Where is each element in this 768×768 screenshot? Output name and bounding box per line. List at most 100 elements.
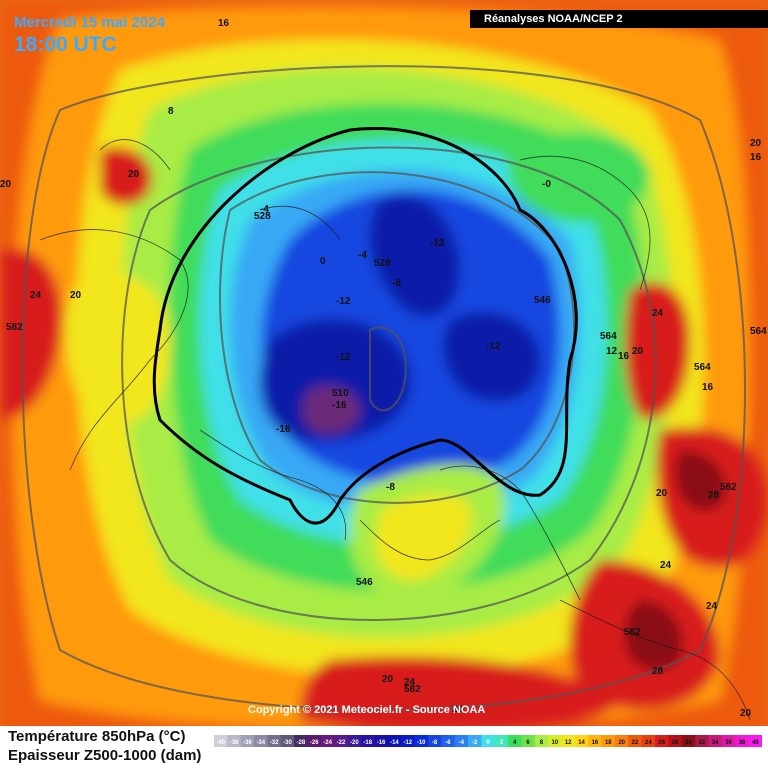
temp-label: 20 [128,169,140,180]
temp-label: 20 [656,488,668,499]
scale-swatch [508,735,522,747]
scale-swatch [748,735,762,747]
scale-tick: -34 [256,740,265,746]
scale-tick: -32 [270,740,279,746]
scale-swatch [668,735,683,747]
scale-swatch [708,735,723,747]
scale-swatch [294,735,309,747]
temp-label: -4 [260,204,269,215]
scale-tick: -18 [363,740,372,746]
scale-swatch [721,735,736,747]
scale-tick: -6 [445,740,451,746]
temp-label: 24 [652,308,664,319]
scale-tick: 8 [540,740,544,746]
scale-swatch [441,735,456,747]
temp-label: -8 [386,482,395,493]
temp-label: 20 [382,674,394,685]
scale-tick: 38 [739,740,746,746]
temp-label: -8 [392,278,401,289]
scale-swatch [548,735,563,747]
scale-tick: 20 [618,740,625,746]
thickness-label: 564 [600,331,617,342]
scale-tick: -16 [377,740,386,746]
temp-label: 20 [70,290,82,301]
scale-tick: -22 [337,740,346,746]
thickness-label: 528 [374,258,391,269]
scale-swatch [681,735,696,747]
thickness-label: 582 [6,322,23,333]
color-scale: -40 -38 -36 -34 -32 -30 -28 -26 -24 -22 -20 -18 -16-… [214,735,762,747]
scale-tick: 32 [699,740,706,746]
temp-label: -12 [336,352,351,363]
scale-swatch [320,735,335,747]
scale-tick: -36 [243,740,252,746]
scale-swatch [588,735,603,747]
thickness-label: 582 [624,627,641,638]
scale-swatch [267,735,282,747]
scale-swatch [641,735,656,747]
scale-tick: -14 [390,740,399,746]
scale-swatch [481,735,496,747]
scale-tick: 26 [658,740,665,746]
thickness-label: 564 [694,362,711,373]
temp-label: 20 [0,179,12,190]
scale-tick: 2 [500,740,504,746]
scale-tick: 30 [685,740,692,746]
scale-tick: 22 [632,740,639,746]
scale-swatch [467,735,482,747]
scale-swatch [374,735,389,747]
scale-swatch [414,735,429,747]
temp-label: 24 [404,677,416,688]
temp-label: -4 [358,250,367,261]
temp-label: 20 [632,346,644,357]
scale-tick: -10 [417,740,426,746]
scale-swatch [574,735,589,747]
scale-swatch [307,735,322,747]
scale-tick: -28 [297,740,306,746]
temp-label: -16 [332,400,347,411]
temp-label: 20 [750,138,762,149]
scale-tick: -2 [472,740,478,746]
scale-swatch [214,735,228,747]
legend-title-temperature: Température 850hPa (°C) [8,728,186,745]
scale-swatch [240,735,255,747]
temp-label: -16 [276,424,291,435]
scale-swatch [334,735,349,747]
scale-tick: 16 [592,740,599,746]
thickness-label: 546 [534,295,551,306]
scale-tick: 4 [513,740,517,746]
scale-swatch [401,735,415,747]
temp-label: -12 [486,341,501,352]
scale-tick: 0 [486,740,490,746]
scale-tick: -40 [216,740,225,746]
temp-label: 16 [618,351,630,362]
scale-swatch [614,735,629,747]
thickness-label: 582 [404,684,421,695]
scale-swatch [387,735,402,747]
temp-label: 28 [652,666,664,677]
temp-label: 8 [168,106,174,117]
scale-swatch [347,735,362,747]
temp-label: -12 [430,238,445,249]
scale-swatch [601,735,616,747]
scale-swatch [254,735,268,747]
thickness-label: 582 [720,482,737,493]
scale-swatch [427,735,442,747]
scale-swatch [454,735,469,747]
source-banner: Réanalyses NOAA/NCEP 2 [470,10,768,28]
scale-swatch [695,735,710,747]
scale-swatch [227,735,242,747]
scale-tick: 12 [565,740,572,746]
temp-label: 24 [706,601,718,612]
scale-swatch [655,735,669,747]
thickness-label: 510 [332,388,349,399]
scale-tick: -38 [230,740,239,746]
temp-label: 16 [218,18,230,29]
temp-label: 16 [702,382,714,393]
scale-swatch [521,735,536,747]
scale-swatch [280,735,295,747]
thickness-label: 546 [356,577,373,588]
scale-tick: 14 [578,740,585,746]
temp-label: 20 [452,704,464,715]
